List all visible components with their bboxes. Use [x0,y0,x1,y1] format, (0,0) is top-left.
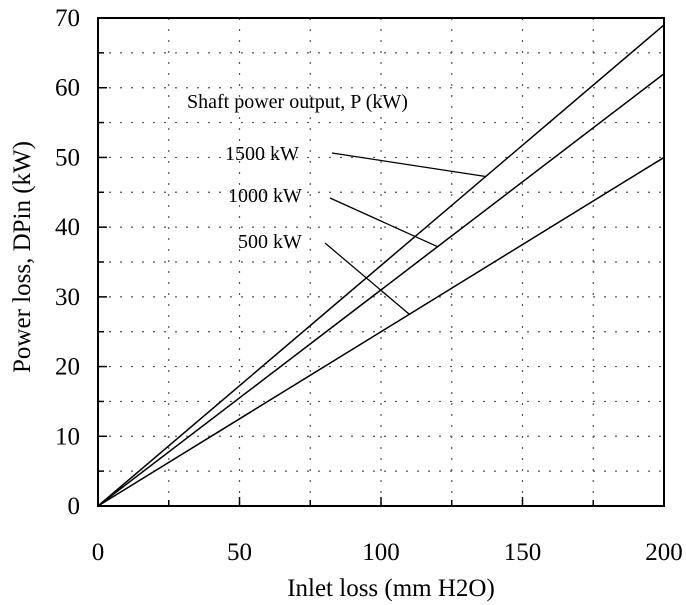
x-tick-label: 150 [504,539,542,566]
y-tick-label: 70 [55,5,80,32]
x-tick-label: 0 [92,539,105,566]
x-tick-label: 50 [227,539,252,566]
x-tick-label: 100 [362,539,400,566]
x-axis-label: Inlet loss (mm H2O) [287,575,495,602]
annotation-labels: 1500 kW 1000 kW 500 kW [225,143,302,253]
annotation-label: 500 kW [238,231,302,253]
y-tick-label: 60 [55,75,80,102]
y-tick-label: 30 [55,284,80,311]
y-tick-label: 0 [68,493,81,520]
annotation-leaders [324,152,486,315]
axis-ticks [97,17,665,507]
annotation-leader [324,242,410,315]
annotation-label: 1500 kW [225,143,299,165]
grid [98,18,664,506]
y-tick-label: 20 [55,354,80,381]
tick-labels: 0 50 100 150 200 0 10 20 30 40 50 60 70 [55,5,683,566]
y-tick-label: 50 [55,144,80,171]
y-axis-label: Power loss, DPin (kW) [9,141,36,373]
y-tick-label: 10 [55,423,80,450]
annotation-label: 1000 kW [228,185,302,207]
y-tick-label: 40 [55,214,80,241]
series-line-3 [97,156,665,507]
series-line-1 [97,24,665,507]
legend-title: Shaft power output, P (kW) [187,91,408,113]
annotation-leader [331,152,486,178]
annotation-leader [329,197,438,248]
x-tick-label: 200 [645,539,683,566]
